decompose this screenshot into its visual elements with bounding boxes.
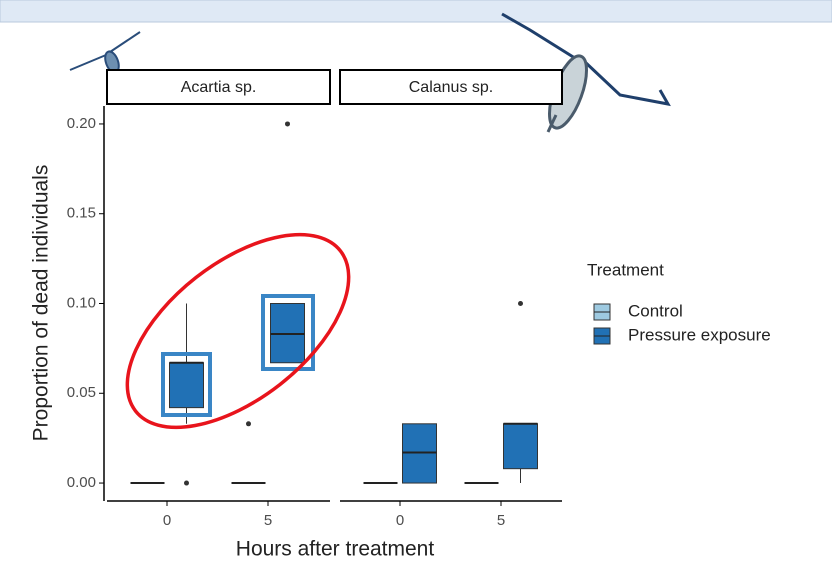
- highlight-ellipse: [94, 197, 383, 464]
- x-tick-label: 0: [396, 512, 404, 529]
- y-tick-label: 0.00: [67, 474, 96, 491]
- legend-title: Treatment: [587, 260, 664, 279]
- facet-title: Acartia sp.: [181, 79, 257, 96]
- page: {"chart_data": {"type": "boxplot", "x_la…: [0, 0, 832, 562]
- y-tick-label: 0.10: [67, 294, 96, 311]
- x-tick-label: 0: [163, 512, 171, 529]
- outlier: [246, 421, 251, 426]
- y-tick-label: 0.20: [67, 115, 96, 132]
- chart: Hours after treatment Proportion of dead…: [0, 0, 832, 562]
- y-axis-title: Proportion of dead individuals: [30, 165, 53, 442]
- x-tick-label: 5: [264, 512, 272, 529]
- window-bar: [0, 0, 832, 22]
- y-tick-label: 0.05: [67, 384, 96, 401]
- outlier: [184, 481, 189, 486]
- annotations: [94, 197, 383, 464]
- y-tick-label: 0.15: [67, 205, 96, 222]
- box: [170, 363, 204, 408]
- x-tick-label: 5: [497, 512, 505, 529]
- x-axis-title: Hours after treatment: [236, 538, 435, 561]
- outlier: [285, 121, 290, 126]
- box: [504, 424, 538, 469]
- outlier: [518, 301, 523, 306]
- facet-title: Calanus sp.: [409, 79, 494, 96]
- legend-label: Control: [628, 301, 683, 320]
- legend-label: Pressure exposure: [628, 325, 771, 344]
